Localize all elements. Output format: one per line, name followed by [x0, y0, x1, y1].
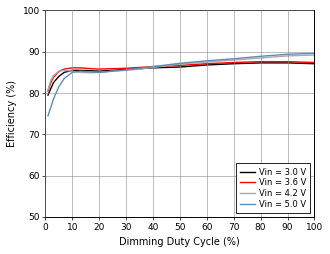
Vin = 3.6 V [97, 68, 101, 71]
Vin = 4.2 V [46, 88, 50, 91]
Vin = 3.6 V [46, 89, 50, 92]
Vin = 3.0 V [178, 66, 182, 69]
Vin = 3.0 V [111, 69, 115, 72]
Vin = 3.0 V [124, 68, 128, 71]
Vin = 5.0 V [89, 70, 93, 73]
Vin = 3.0 V [259, 61, 263, 65]
Vin = 5.0 V [111, 70, 115, 73]
Vin = 4.2 V [232, 58, 236, 61]
Vin = 3.6 V [205, 62, 209, 65]
Vin = 3.6 V [151, 65, 155, 68]
Vin = 3.6 V [57, 70, 61, 73]
Vin = 3.0 V [97, 70, 101, 73]
Vin = 3.0 V [89, 69, 93, 72]
Vin = 5.0 V [46, 114, 50, 117]
Line: Vin = 4.2 V: Vin = 4.2 V [48, 55, 314, 90]
Y-axis label: Efficiency (%): Efficiency (%) [7, 80, 17, 147]
Vin = 4.2 V [151, 66, 155, 69]
Vin = 4.2 V [97, 71, 101, 74]
Vin = 3.0 V [49, 87, 53, 90]
Vin = 4.2 V [138, 68, 142, 71]
Vin = 5.0 V [285, 53, 289, 56]
Vin = 3.6 V [124, 67, 128, 70]
Line: Vin = 5.0 V: Vin = 5.0 V [48, 53, 314, 116]
Vin = 3.6 V [138, 66, 142, 69]
Vin = 4.2 V [178, 62, 182, 66]
Vin = 3.0 V [57, 75, 61, 78]
Vin = 4.2 V [51, 74, 55, 77]
Vin = 3.6 V [178, 64, 182, 67]
Vin = 3.0 V [151, 66, 155, 69]
Line: Vin = 3.6 V: Vin = 3.6 V [48, 62, 314, 91]
Vin = 5.0 V [124, 68, 128, 71]
Vin = 5.0 V [205, 59, 209, 62]
Vin = 3.0 V [70, 69, 74, 72]
Vin = 4.2 V [62, 69, 66, 72]
Text: C005: C005 [299, 210, 312, 215]
Vin = 4.2 V [89, 71, 93, 74]
Vin = 4.2 V [111, 70, 115, 73]
Vin = 3.6 V [70, 66, 74, 69]
Vin = 3.6 V [259, 60, 263, 63]
Vin = 4.2 V [57, 70, 61, 73]
Vin = 3.0 V [51, 81, 55, 84]
Vin = 3.0 V [62, 71, 66, 74]
Vin = 5.0 V [62, 77, 66, 80]
Vin = 4.2 V [124, 69, 128, 72]
Line: Vin = 3.0 V: Vin = 3.0 V [48, 63, 314, 95]
X-axis label: Dimming Duty Cycle (%): Dimming Duty Cycle (%) [119, 237, 240, 247]
Vin = 5.0 V [51, 98, 55, 101]
Vin = 5.0 V [49, 106, 53, 109]
Vin = 4.2 V [78, 71, 82, 74]
Vin = 3.6 V [89, 67, 93, 70]
Vin = 3.6 V [313, 61, 316, 64]
Vin = 3.6 V [62, 68, 66, 71]
Vin = 3.0 V [232, 62, 236, 65]
Vin = 4.2 V [259, 56, 263, 59]
Vin = 5.0 V [178, 62, 182, 65]
Vin = 4.2 V [49, 79, 53, 82]
Vin = 5.0 V [97, 71, 101, 74]
Vin = 3.6 V [232, 61, 236, 64]
Vin = 4.2 V [70, 70, 74, 73]
Vin = 5.0 V [313, 52, 316, 55]
Vin = 3.0 V [78, 69, 82, 72]
Vin = 3.6 V [78, 66, 82, 69]
Vin = 5.0 V [151, 65, 155, 68]
Vin = 5.0 V [70, 71, 74, 74]
Vin = 3.0 V [46, 93, 50, 97]
Vin = 3.0 V [138, 67, 142, 70]
Vin = 5.0 V [259, 55, 263, 58]
Vin = 5.0 V [232, 57, 236, 60]
Vin = 3.6 V [285, 60, 289, 63]
Vin = 4.2 V [285, 54, 289, 57]
Vin = 5.0 V [138, 67, 142, 70]
Vin = 4.2 V [205, 60, 209, 64]
Vin = 3.0 V [205, 64, 209, 67]
Vin = 3.0 V [285, 61, 289, 65]
Vin = 3.6 V [111, 67, 115, 70]
Vin = 3.0 V [313, 62, 316, 65]
Vin = 3.6 V [51, 76, 55, 79]
Legend: Vin = 3.0 V, Vin = 3.6 V, Vin = 4.2 V, Vin = 5.0 V: Vin = 3.0 V, Vin = 3.6 V, Vin = 4.2 V, V… [236, 163, 310, 213]
Vin = 5.0 V [78, 70, 82, 73]
Vin = 4.2 V [313, 54, 316, 57]
Vin = 3.6 V [49, 81, 53, 84]
Vin = 5.0 V [57, 85, 61, 88]
